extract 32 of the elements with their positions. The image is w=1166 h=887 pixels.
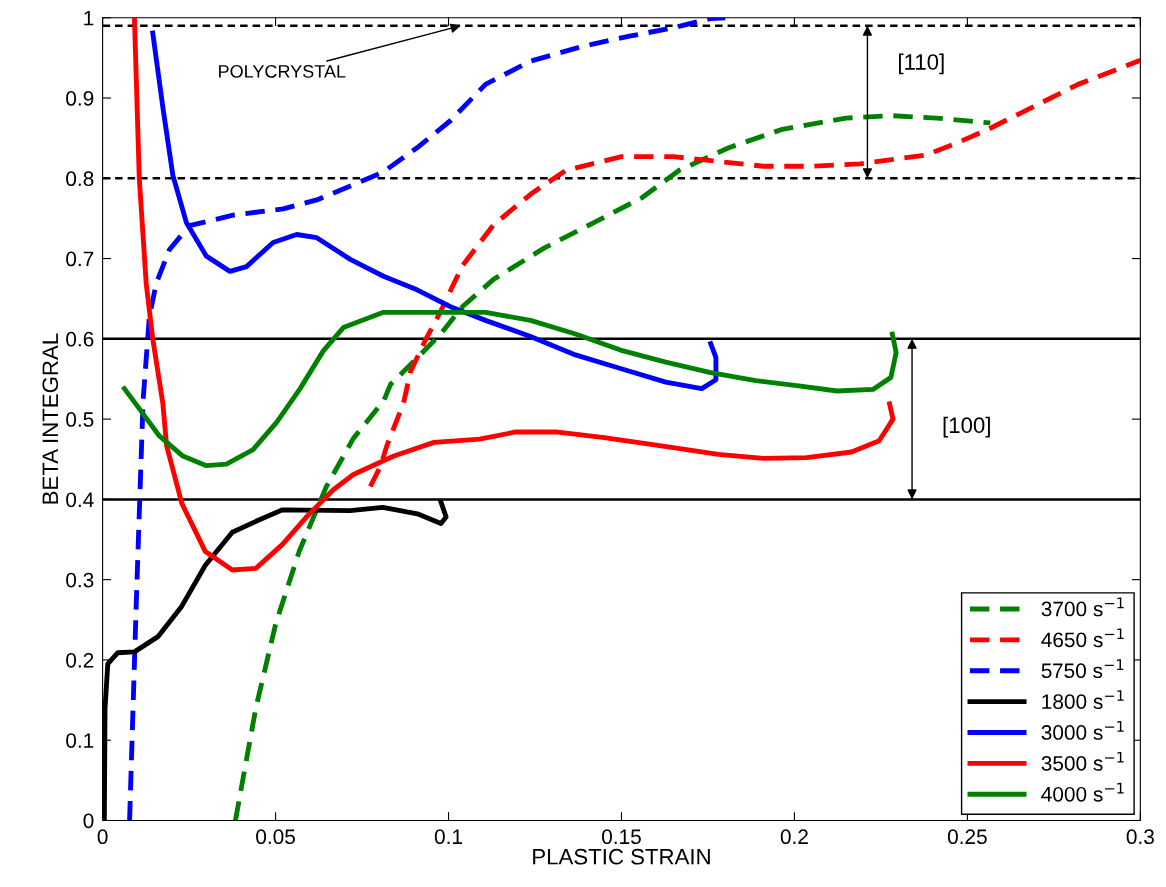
line-series [127,17,728,821]
y-tick-label: 0.4 [66,492,94,508]
annotation: [110] [899,53,944,75]
y-tick-label: 0.3 [66,572,94,588]
annotation: [100] [943,416,990,438]
y-tick-label: 0.9 [66,91,94,106]
y-tick-label: 0.1 [66,733,94,748]
x-tick-label: 0.25 [947,829,987,845]
legend-label: 3700 s$^{−1}$ [1041,597,1124,617]
legend-label: 3500 s$^{−1}$ [1041,751,1124,771]
annotation: POLYCRYSTAL [219,64,346,78]
legend-label: 5750 s$^{−1}$ [1041,659,1124,679]
y-tick-label: 0.2 [66,652,94,668]
y-tick-label: 0.7 [66,251,94,267]
legend-label: 3000 s$^{−1}$ [1041,721,1124,740]
x-axis-title: PLASTIC STRAIN [533,848,710,865]
x-tick-label: 0.15 [602,829,641,845]
y-tick-label: 0.6 [66,331,94,347]
x-tick-label: 0.05 [256,829,295,845]
y-axis-title: BETA INTEGRAL [42,333,59,504]
x-tick-label: 0.3 [1126,829,1154,845]
legend-label: 1800 s$^{−1}$ [1042,690,1124,709]
y-tick-label: 0 [83,813,94,829]
x-tick-label: 0.2 [780,829,808,845]
legend-label: 4000 s$^{−1}$ [1041,782,1124,802]
y-tick-label: 0.5 [66,412,94,427]
x-tick-label: 0 [97,829,108,845]
line-series [150,30,719,392]
legend-label: 4650 s$^{−1}$ [1041,628,1124,648]
y-tick-label: 0.8 [66,171,94,187]
x-tick-label: 0.1 [434,829,462,845]
y-tick-label: 1 [84,10,94,26]
